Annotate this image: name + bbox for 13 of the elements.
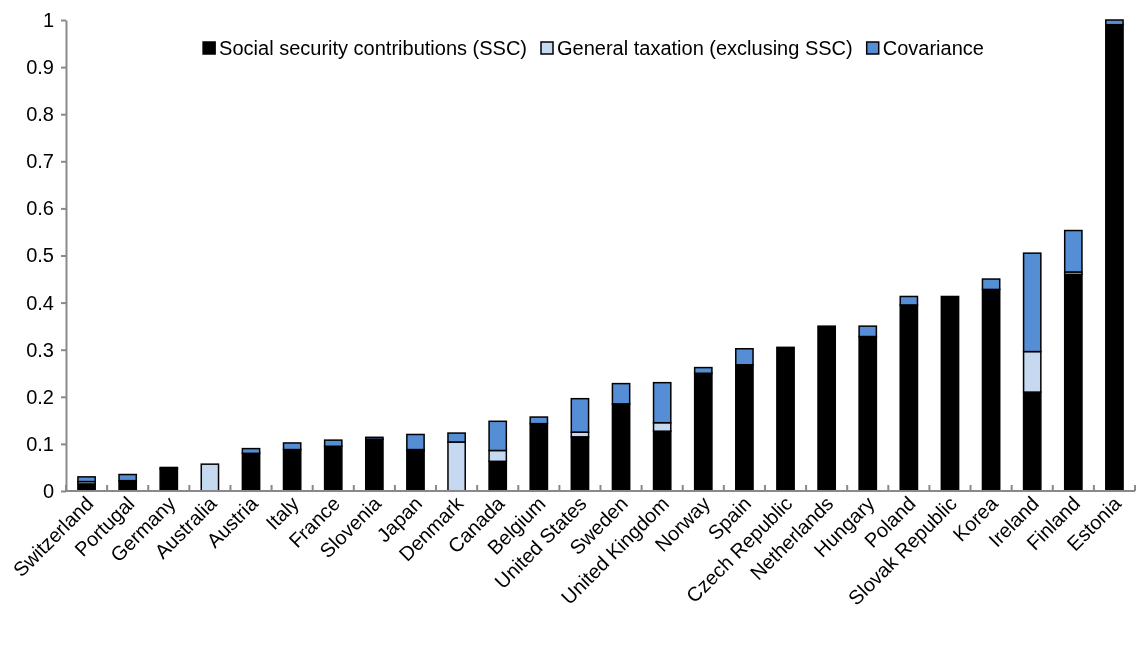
y-tick-label: 0.3 bbox=[26, 338, 54, 361]
y-tick-label: 0.6 bbox=[26, 197, 54, 220]
legend-label: Social security contributions (SSC) bbox=[219, 37, 528, 59]
legend-label: General taxation (exclusing SSC) bbox=[557, 37, 853, 59]
y-tick-label: 0.2 bbox=[26, 385, 54, 408]
y-tick-label: 1 bbox=[42, 8, 54, 31]
y-tick-label: 0.1 bbox=[26, 432, 54, 455]
y-tick-label: 0.9 bbox=[26, 56, 54, 78]
legend-label: Covariance bbox=[882, 37, 984, 59]
y-tick-label: 0.8 bbox=[26, 103, 54, 126]
y-tick-label: 0.7 bbox=[26, 150, 54, 173]
y-tick-label: 0.4 bbox=[26, 291, 54, 314]
y-tick-label: 0.5 bbox=[26, 244, 54, 267]
